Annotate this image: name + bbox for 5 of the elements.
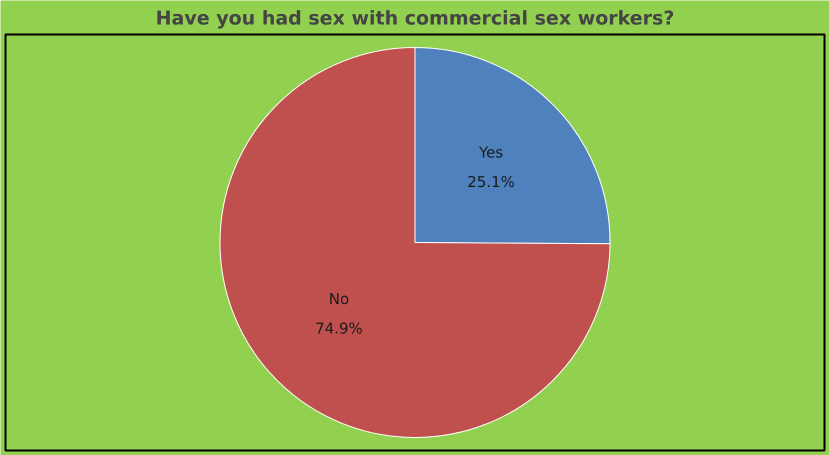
chart-title: Have you had sex with commercial sex workers?	[156, 8, 674, 30]
slice-label: Yes	[478, 144, 504, 162]
data-label: 74.9%	[315, 320, 363, 338]
data-label: 25.1%	[467, 172, 515, 191]
slice-label: No	[328, 290, 350, 308]
